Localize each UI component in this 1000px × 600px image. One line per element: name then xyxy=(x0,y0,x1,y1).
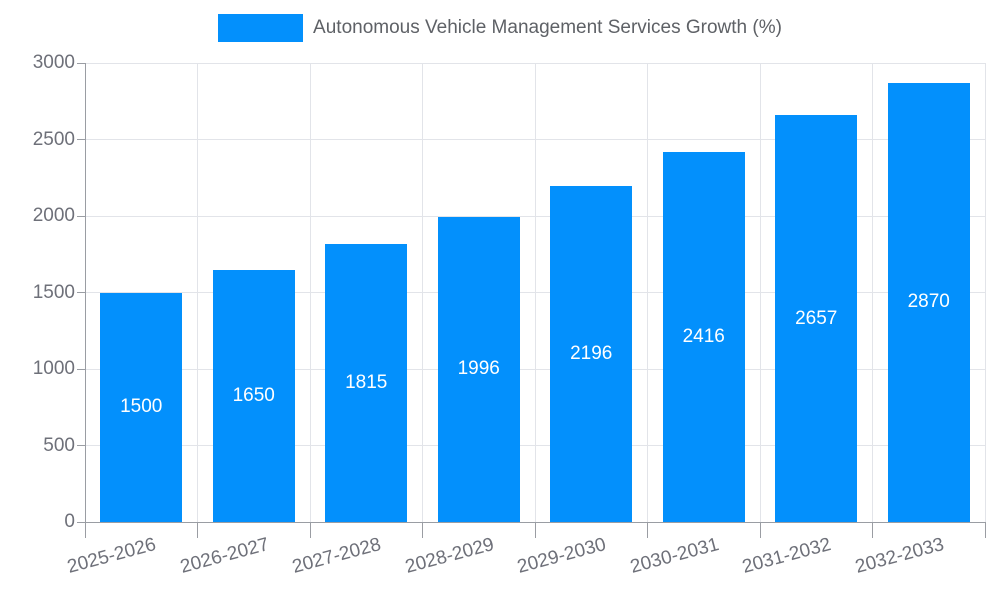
bar-value-label: 2657 xyxy=(795,307,838,329)
bar-value-label: 1500 xyxy=(120,396,163,418)
v-gridline xyxy=(984,63,986,522)
x-axis-tick xyxy=(422,522,423,538)
y-axis-tick-label: 500 xyxy=(43,434,75,456)
y-axis-tick-label: 1000 xyxy=(32,358,75,379)
bar-value-label: 1996 xyxy=(457,358,500,380)
x-axis-tick xyxy=(309,522,311,538)
bar-value-label: 2416 xyxy=(682,326,725,348)
bar[interactable] xyxy=(100,292,183,522)
bar[interactable] xyxy=(662,152,745,522)
y-axis-tick xyxy=(77,62,85,64)
x-axis-tick xyxy=(984,522,986,538)
v-gridline xyxy=(647,63,648,522)
x-axis-tick xyxy=(872,522,873,538)
y-axis-tick-label: 2000 xyxy=(32,205,75,226)
y-axis-tick xyxy=(77,292,85,293)
x-axis-tick-label: 2030-2031 xyxy=(627,534,722,578)
legend-label: Autonomous Vehicle Management Services G… xyxy=(313,17,782,38)
x-axis-tick xyxy=(534,522,536,538)
bar-value-label: 1650 xyxy=(232,384,275,406)
x-axis-tick-label: 2026-2027 xyxy=(177,534,272,578)
y-axis-tick xyxy=(77,521,85,523)
y-axis-tick xyxy=(77,445,85,446)
x-axis-tick-label: 2029-2030 xyxy=(515,534,609,578)
bar[interactable] xyxy=(775,115,858,522)
bar-value-label: 1815 xyxy=(345,372,388,394)
bar[interactable] xyxy=(550,186,633,522)
x-axis-tick-label: 2027-2028 xyxy=(290,534,384,578)
v-gridline xyxy=(197,63,198,522)
v-gridline xyxy=(422,63,423,522)
bar[interactable] xyxy=(212,269,295,522)
x-axis-tick xyxy=(759,522,761,538)
x-axis-tick xyxy=(197,522,198,538)
bar[interactable] xyxy=(887,82,970,522)
y-axis-tick-label: 3000 xyxy=(32,52,75,73)
y-axis-tick xyxy=(77,139,85,140)
legend-swatch xyxy=(218,14,304,42)
v-gridline xyxy=(759,63,761,522)
x-axis-tick xyxy=(647,522,648,538)
legend[interactable]: Autonomous Vehicle Management Services G… xyxy=(0,14,1000,42)
y-axis-tick-label: 2500 xyxy=(32,128,75,150)
x-axis-tick-label: 2032-2033 xyxy=(852,534,947,578)
bar[interactable] xyxy=(325,244,408,522)
y-axis-line xyxy=(84,63,86,522)
v-gridline xyxy=(309,63,311,522)
v-gridline xyxy=(534,63,536,522)
x-axis-tick-label: 2028-2029 xyxy=(402,534,497,578)
bar-value-label: 2870 xyxy=(907,291,950,313)
x-axis-tick-label: 2031-2032 xyxy=(740,534,834,578)
y-axis-tick-label: 1500 xyxy=(32,281,75,303)
x-axis-tick-label: 2025-2026 xyxy=(65,534,159,578)
v-gridline xyxy=(872,63,873,522)
bar-value-label: 2196 xyxy=(570,343,613,364)
y-axis-tick xyxy=(77,368,85,370)
x-axis-line xyxy=(85,521,985,523)
y-axis-tick xyxy=(77,215,85,217)
y-axis-tick-label: 0 xyxy=(64,511,75,532)
x-axis-tick xyxy=(84,522,86,538)
bar[interactable] xyxy=(437,216,520,522)
